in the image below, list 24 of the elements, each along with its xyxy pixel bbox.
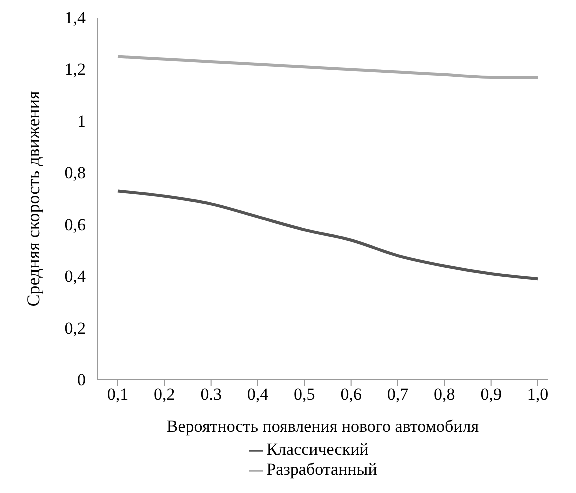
x-tick-label: 0,1 — [107, 385, 129, 404]
legend-label: Классический — [266, 440, 369, 459]
x-tick-label: 0,9 — [480, 385, 502, 404]
y-tick-label: 0,2 — [64, 318, 86, 338]
x-tick-label: 0,6 — [340, 385, 362, 404]
y-tick-label: 1,2 — [64, 60, 86, 80]
y-tick-label: 1 — [78, 112, 86, 131]
x-tick-label: 0,2 — [154, 385, 176, 404]
y-tick-label: 0,4 — [64, 267, 86, 286]
x-tick-label: 0.3 — [200, 385, 222, 404]
x-tick-label: 0,7 — [387, 385, 410, 404]
y-tick-label: 0,8 — [64, 164, 86, 183]
line-series — [116, 55, 540, 79]
y-tick-label: 1,4 — [64, 8, 86, 28]
y-axis-title: Средняя скорость движения — [23, 91, 44, 307]
x-tick-label: 0,8 — [434, 385, 456, 404]
line-series — [116, 190, 540, 281]
y-tick-label: 0 — [78, 370, 86, 390]
x-tick-label: 0,5 — [294, 385, 316, 404]
x-axis-title: Вероятность появления нового автомобиля — [166, 417, 480, 436]
legend-label: Разработанный — [266, 460, 378, 479]
y-tick-label: 0,6 — [64, 215, 86, 234]
x-tick-label: 1,0 — [527, 385, 549, 404]
x-tick-label: 0,4 — [247, 385, 270, 404]
